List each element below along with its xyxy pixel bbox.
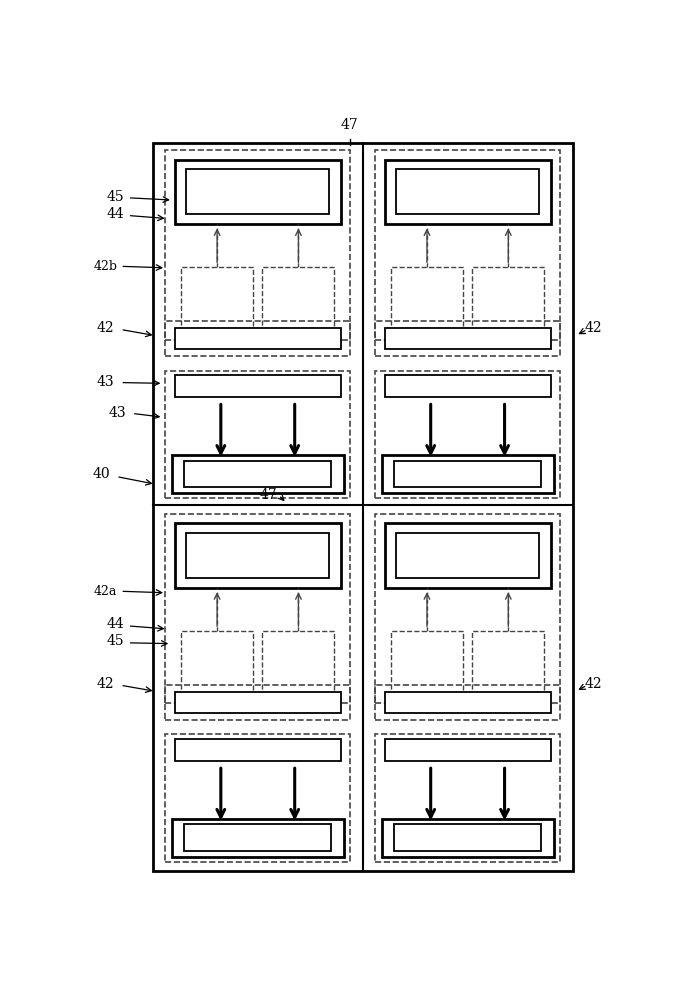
Text: 42a: 42a: [94, 585, 117, 598]
Bar: [385, 328, 550, 349]
Bar: [263, 631, 334, 699]
Bar: [382, 819, 554, 857]
Bar: [385, 375, 550, 397]
Bar: [184, 824, 331, 851]
Bar: [172, 455, 344, 493]
Bar: [165, 734, 350, 862]
Bar: [181, 631, 253, 699]
Bar: [375, 514, 560, 703]
Bar: [175, 328, 341, 349]
Bar: [396, 533, 539, 578]
Bar: [165, 321, 350, 356]
Bar: [175, 523, 341, 588]
Bar: [382, 455, 554, 493]
Text: 44: 44: [106, 207, 124, 221]
Bar: [153, 143, 573, 871]
Bar: [385, 523, 550, 588]
Text: 43: 43: [97, 375, 114, 389]
Bar: [175, 739, 341, 761]
Bar: [175, 160, 341, 224]
Bar: [375, 371, 560, 498]
Bar: [391, 631, 463, 699]
Bar: [186, 169, 329, 214]
Text: 47: 47: [341, 118, 358, 132]
Text: 43: 43: [108, 406, 126, 420]
Bar: [375, 734, 560, 862]
Text: 47: 47: [259, 488, 277, 502]
Text: 44: 44: [106, 617, 124, 631]
Bar: [165, 150, 350, 340]
Text: 42b: 42b: [93, 260, 118, 273]
Text: 45: 45: [106, 634, 124, 648]
Text: 42: 42: [585, 677, 603, 691]
Text: 45: 45: [106, 190, 124, 204]
Bar: [385, 160, 550, 224]
Text: 42: 42: [97, 321, 114, 335]
Text: 42: 42: [585, 321, 603, 335]
Text: 42: 42: [97, 677, 114, 691]
Bar: [375, 150, 560, 340]
Bar: [385, 692, 550, 713]
Bar: [263, 267, 334, 335]
Bar: [175, 692, 341, 713]
Bar: [391, 267, 463, 335]
Bar: [165, 371, 350, 498]
Bar: [473, 631, 544, 699]
Bar: [394, 824, 541, 851]
Bar: [473, 267, 544, 335]
Bar: [394, 461, 541, 487]
Bar: [375, 685, 560, 720]
Bar: [175, 375, 341, 397]
Bar: [375, 321, 560, 356]
Bar: [181, 267, 253, 335]
Bar: [165, 514, 350, 703]
Bar: [172, 819, 344, 857]
Bar: [186, 533, 329, 578]
Bar: [396, 169, 539, 214]
Bar: [184, 461, 331, 487]
Bar: [385, 739, 550, 761]
Bar: [165, 685, 350, 720]
Text: 40: 40: [93, 467, 110, 481]
